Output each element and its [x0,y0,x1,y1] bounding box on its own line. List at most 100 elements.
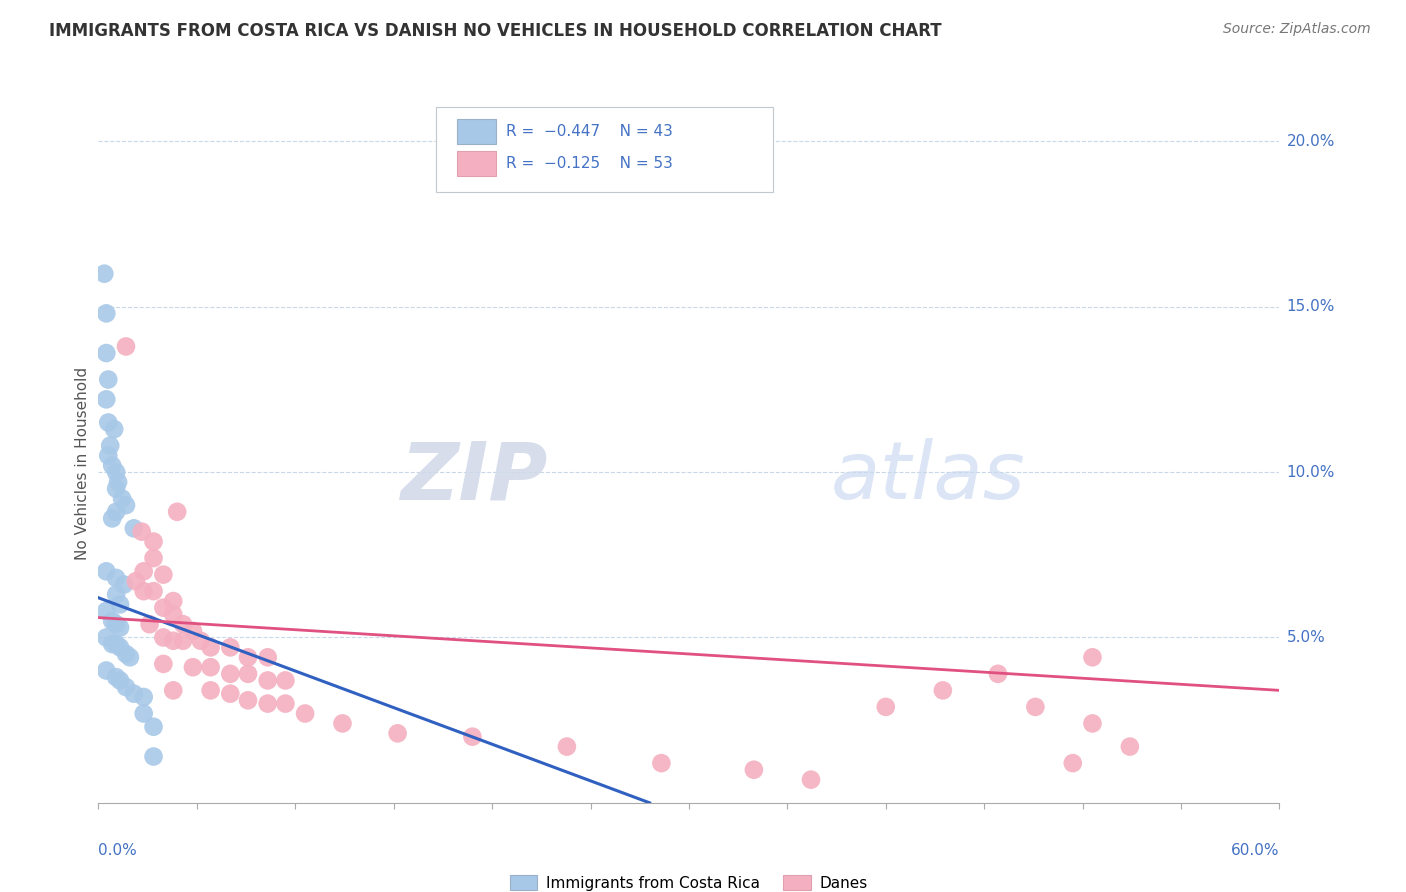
Text: 0.0%: 0.0% [98,843,138,858]
Point [274,697,297,711]
Point [131,524,153,539]
Point [103,422,125,436]
Point [152,600,174,615]
Point [105,482,128,496]
Point [105,587,128,601]
Point [875,699,897,714]
Point [219,640,242,655]
Point [132,584,155,599]
Point [115,680,138,694]
Text: R =  −0.447    N = 43: R = −0.447 N = 43 [506,124,673,138]
Point [108,673,131,688]
Point [112,577,135,591]
Point [461,730,484,744]
Point [162,607,184,622]
Point [162,633,184,648]
Point [142,720,165,734]
Point [96,392,118,407]
Point [181,624,204,638]
Point [219,687,242,701]
Point [152,567,174,582]
Text: 5.0%: 5.0% [1286,630,1326,645]
Point [96,564,118,578]
Text: atlas: atlas [831,438,1025,516]
Point [256,650,278,665]
Point [108,621,131,635]
Point [162,594,184,608]
Text: ZIP: ZIP [399,438,547,516]
Text: IMMIGRANTS FROM COSTA RICA VS DANISH NO VEHICLES IN HOUSEHOLD CORRELATION CHART: IMMIGRANTS FROM COSTA RICA VS DANISH NO … [49,22,942,40]
Point [1024,699,1046,714]
Legend: Immigrants from Costa Rica, Danes: Immigrants from Costa Rica, Danes [503,869,875,892]
Point [172,633,194,648]
Point [96,306,118,320]
Point [132,564,155,578]
Point [387,726,409,740]
Text: 60.0%: 60.0% [1232,843,1279,858]
Point [96,346,118,360]
Point [152,631,174,645]
Text: 15.0%: 15.0% [1286,299,1334,314]
Text: 10.0%: 10.0% [1286,465,1334,480]
Point [105,670,128,684]
Point [97,416,120,430]
Point [236,693,259,707]
Point [96,604,118,618]
Point [1081,650,1104,665]
Point [101,458,124,473]
Point [115,498,138,512]
Point [152,657,174,671]
Point [111,491,134,506]
Text: R =  −0.125    N = 53: R = −0.125 N = 53 [506,156,673,170]
Point [93,267,115,281]
Point [166,505,188,519]
Point [105,571,128,585]
Point [142,551,165,566]
Point [122,521,145,535]
Point [142,584,165,599]
Point [142,534,165,549]
Point [142,749,165,764]
Point [125,574,148,589]
Point [1119,739,1142,754]
Point [96,631,118,645]
Point [932,683,955,698]
Point [118,650,141,665]
Point [742,763,765,777]
Point [97,372,120,386]
Point [274,673,297,688]
Point [97,449,120,463]
Point [108,598,131,612]
Point [105,505,128,519]
Point [105,465,128,479]
Text: 20.0%: 20.0% [1286,134,1334,149]
Point [256,673,278,688]
Point [650,756,672,771]
Point [96,664,118,678]
Point [105,617,128,632]
Point [105,637,128,651]
Point [190,633,212,648]
Point [800,772,823,787]
Point [200,660,222,674]
Point [115,339,138,353]
Point [108,640,131,655]
Point [294,706,316,721]
Point [101,614,124,628]
Point [200,683,222,698]
Point [1062,756,1084,771]
Point [101,511,124,525]
Point [107,475,129,489]
Point [98,439,121,453]
Point [236,666,259,681]
Point [256,697,278,711]
Point [236,650,259,665]
Point [987,666,1010,681]
Point [162,683,184,698]
Point [200,640,222,655]
Point [181,660,204,674]
Point [122,687,145,701]
Point [172,617,194,632]
Point [101,637,124,651]
Point [332,716,354,731]
